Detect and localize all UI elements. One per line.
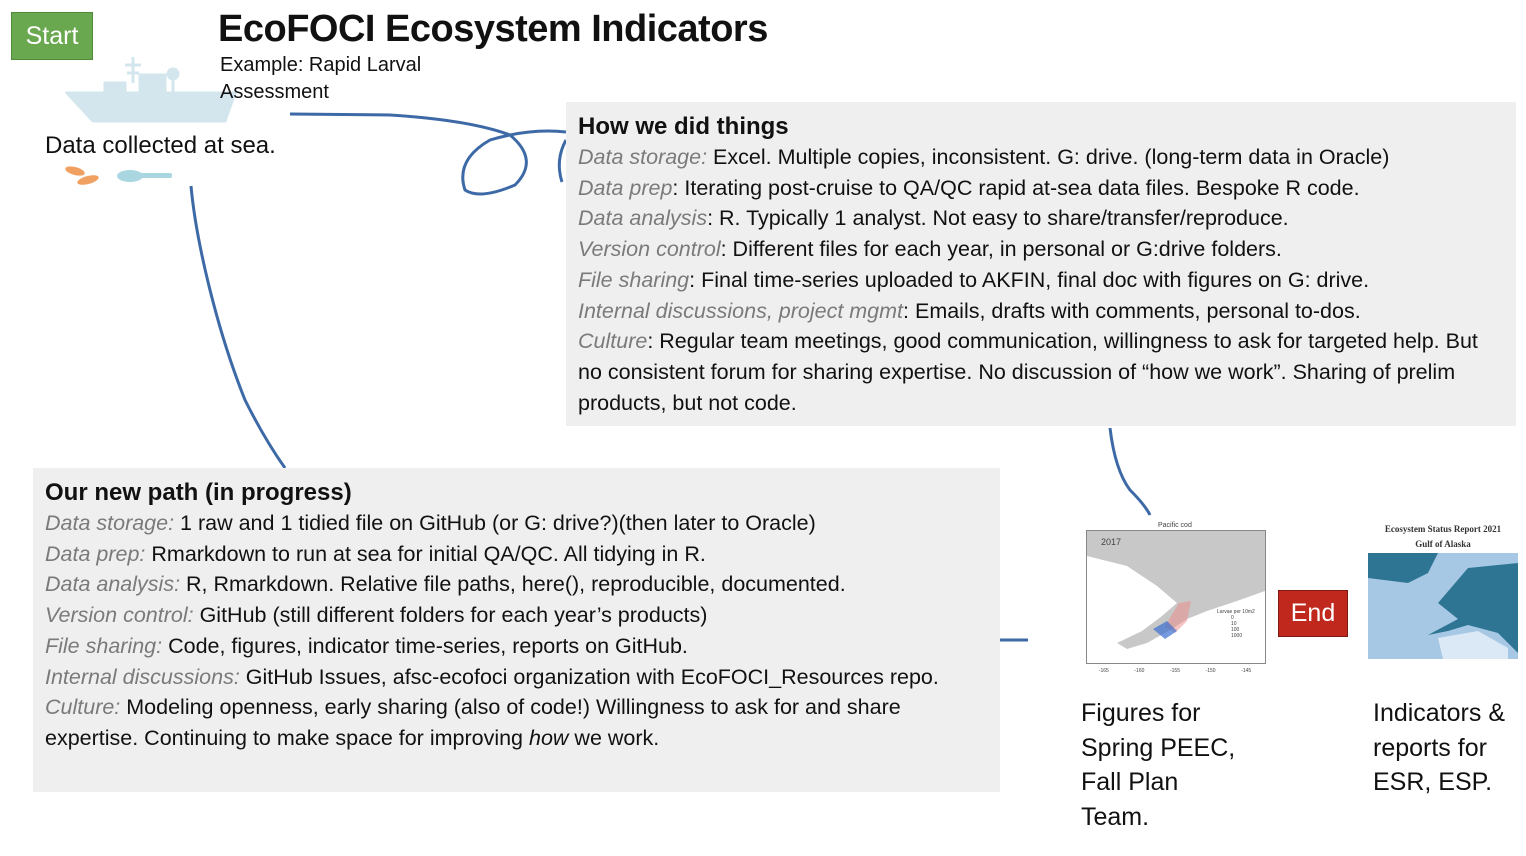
new-item: Data storage: 1 raw and 1 tidied file on… — [45, 508, 988, 539]
start-label: Start — [11, 12, 93, 60]
item-text: 1 raw and 1 tidied file on GitHub (or G:… — [174, 511, 816, 535]
pacific-cod-map-figure: Pacific cod 2017 Larvae per 10m2 0 10 10… — [1070, 520, 1270, 680]
item-text: Rmarkdown to run at sea for initial QA/Q… — [145, 541, 706, 566]
old-heading: How we did things — [578, 113, 789, 140]
old-item: Data prep: Iterating post-cruise to QA/Q… — [578, 173, 1504, 204]
old-item: Version control: Different files for eac… — [578, 234, 1504, 265]
item-label: Data prep — [578, 175, 673, 200]
old-item: Data storage: Excel. Multiple copies, in… — [578, 142, 1504, 173]
new-item: Data analysis: R, Rmarkdown. Relative fi… — [45, 569, 988, 600]
new-heading: Our new path (in progress) — [45, 479, 352, 506]
item-text: R, Rmarkdown. Relative file paths, here(… — [180, 572, 846, 597]
gulf-of-alaska-map — [1368, 553, 1518, 659]
how-we-did-things-box: How we did things Data storage: Excel. M… — [566, 102, 1516, 426]
old-item: Culture: Regular team meetings, good com… — [578, 326, 1504, 418]
item-text: : Different files for each year, in pers… — [720, 237, 1282, 262]
item-text: : R. Typically 1 analyst. Not easy to sh… — [707, 206, 1289, 231]
item-label: Internal discussions: — [45, 664, 240, 689]
ship-icon — [65, 57, 238, 123]
item-text: : Regular team meetings, good communicat… — [578, 329, 1478, 415]
map-x-ticks: -165 -160 -155 -150 -145 — [1098, 668, 1252, 674]
map-title: Pacific cod — [1158, 522, 1192, 529]
data-collected-label: Data collected at sea. — [45, 132, 276, 159]
old-item: Internal discussions, project mgmt: Emai… — [578, 296, 1504, 327]
map-legend: Larvae per 10m2 0 10 100 1000 — [1217, 609, 1255, 639]
item-text: : Iterating post-cruise to QA/QC rapid a… — [672, 175, 1360, 200]
new-item: Data prep: Rmarkdown to run at sea for i… — [45, 539, 988, 570]
item-text: Code, figures, indicator time-series, re… — [162, 633, 688, 658]
larvae-icon — [65, 166, 172, 185]
new-item-culture: Culture: Modeling openness, early sharin… — [45, 695, 901, 750]
figures-caption: Figures for Spring PEEC, Fall Plan Team. — [1081, 699, 1236, 831]
subtitle: Example: Rapid Larval Assessment — [220, 54, 422, 103]
item-label: Culture — [578, 329, 648, 354]
new-item: File sharing: Code, figures, indicator t… — [45, 631, 988, 662]
item-label: File sharing — [578, 267, 690, 292]
item-label: Data storage: — [578, 145, 708, 169]
new-item: Version control: GitHub (still different… — [45, 600, 988, 631]
new-item: Internal discussions: GitHub Issues, afs… — [45, 662, 988, 693]
item-label: Data analysis: — [45, 572, 181, 597]
item-label: Data analysis — [578, 206, 708, 231]
item-label: Version control: — [45, 603, 194, 628]
old-item: Data analysis: R. Typically 1 analyst. N… — [578, 203, 1504, 234]
item-text: : Emails, drafts with comments, personal… — [903, 298, 1361, 323]
item-text: GitHub (still different folders for each… — [193, 603, 708, 628]
item-label: Internal discussions, project mgmt — [578, 298, 904, 323]
item-label: Data prep: — [45, 541, 146, 566]
item-label: Version control — [578, 237, 721, 262]
page-title: EcoFOCI Ecosystem Indicators — [218, 8, 768, 50]
esr-report-cover: Ecosystem Status Report 2021 Gulf of Ala… — [1368, 524, 1518, 659]
item-text: : Final time-series uploaded to AKFIN, f… — [689, 267, 1370, 292]
alaska-map — [1087, 531, 1265, 649]
end-label: End — [1278, 590, 1348, 637]
map-year: 2017 — [1101, 537, 1122, 547]
item-text: GitHub Issues, afsc-ecofoci organization… — [239, 664, 939, 689]
new-path-box: Our new path (in progress) Data storage:… — [33, 468, 1000, 792]
item-label: File sharing: — [45, 633, 163, 658]
indicators-caption: Indicators & reports for ESR, ESP. — [1373, 699, 1506, 796]
item-text: Excel. Multiple copies, inconsistent. G:… — [707, 145, 1390, 169]
old-item: File sharing: Final time-series uploaded… — [578, 265, 1504, 296]
item-label: Data storage: — [45, 511, 175, 535]
